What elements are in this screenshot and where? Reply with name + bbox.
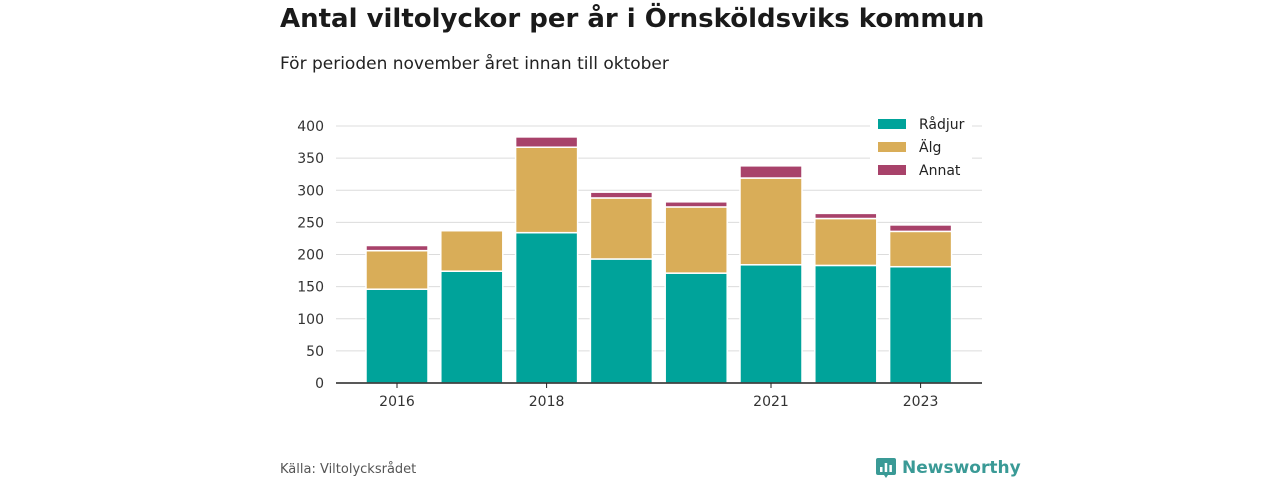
bar-segment-älg xyxy=(664,206,728,274)
bar-segment-annat xyxy=(664,201,728,208)
bar-segment-annat xyxy=(589,191,654,199)
bars xyxy=(365,136,953,384)
bar-segment-älg xyxy=(888,230,953,268)
bar-segment-älg xyxy=(365,249,429,290)
bar-segment-rådjur xyxy=(814,264,878,384)
x-tick-label: 2023 xyxy=(903,394,939,410)
chart-title: Antal viltolyckor per år i Örnsköldsviks… xyxy=(280,4,985,34)
legend-swatch xyxy=(878,119,906,129)
x-tick-label: 2018 xyxy=(529,394,565,410)
x-tick-label: 2021 xyxy=(753,394,789,410)
source-note: Källa: Viltolycksrådet xyxy=(280,462,417,477)
legend-label: Rådjur xyxy=(919,116,965,133)
bar-segment-älg xyxy=(514,146,579,234)
brand-logo: Newsworthy xyxy=(876,456,1021,480)
legend: Rådjur Älg Annat xyxy=(870,110,972,186)
bar-segment-annat xyxy=(365,244,429,252)
bar-segment-annat xyxy=(888,224,953,233)
bar-segment-annat xyxy=(514,136,579,148)
legend-swatch xyxy=(878,165,906,175)
bar-segment-annat xyxy=(739,165,803,179)
bar-segment-älg xyxy=(589,197,654,260)
legend-label: Älg xyxy=(919,138,941,156)
x-axis: 2016 2018 2021 2023 xyxy=(336,382,982,410)
bar-segment-rådjur xyxy=(888,265,953,384)
y-tick-label: 100 xyxy=(297,312,324,328)
legend-label: Annat xyxy=(919,163,961,179)
y-tick-label: 250 xyxy=(297,215,324,231)
bar-segment-älg xyxy=(814,217,878,267)
chart-subtitle: För perioden november året innan till ok… xyxy=(280,54,669,74)
bar-segment-älg xyxy=(739,177,803,266)
y-axis: 0 50 100 150 200 250 300 350 400 xyxy=(297,119,324,392)
bar-segment-annat xyxy=(814,212,878,220)
y-tick-label: 350 xyxy=(297,151,324,167)
bar-segment-rådjur xyxy=(664,272,728,384)
bar-segment-rådjur xyxy=(739,264,803,384)
legend-swatch xyxy=(878,142,906,152)
bar-segment-rådjur xyxy=(440,270,504,384)
y-tick-label: 400 xyxy=(297,119,324,135)
brand-name: Newsworthy xyxy=(902,458,1021,478)
bar-segment-rådjur xyxy=(514,231,579,384)
y-tick-label: 150 xyxy=(297,280,324,296)
x-tick-label: 2016 xyxy=(379,394,415,410)
y-tick-label: 50 xyxy=(306,344,324,360)
newsworthy-logo-icon xyxy=(876,458,896,478)
bar-segment-rådjur xyxy=(589,258,654,384)
y-tick-label: 300 xyxy=(297,183,324,199)
y-tick-label: 0 xyxy=(315,376,324,392)
bar-segment-älg xyxy=(440,229,504,272)
y-tick-label: 200 xyxy=(297,248,324,264)
bar-segment-rådjur xyxy=(365,288,429,384)
